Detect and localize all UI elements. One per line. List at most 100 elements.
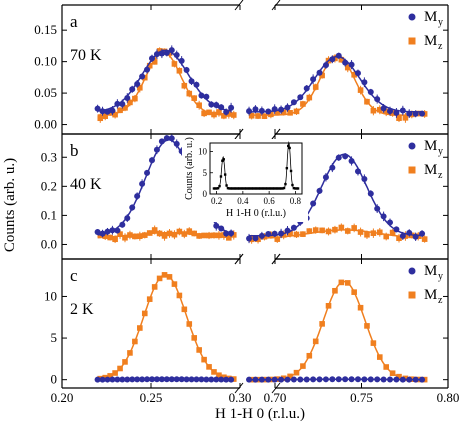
data-point [290,224,297,231]
data-point [348,376,355,383]
data-point [94,229,101,236]
data-point [284,227,291,234]
data-point [402,115,409,121]
data-point [178,57,185,64]
data-point [338,224,345,231]
data-point [186,321,193,327]
inset-data-point [215,187,218,190]
data-point [181,82,188,89]
data-point [109,227,116,234]
x-axis: 0.20 0.25 0.30 0.70 0.75 0.80 [51,390,460,405]
data-point [306,352,313,359]
data-point [156,275,163,282]
data-point [290,376,297,383]
data-point [393,109,400,116]
inset-data-point [256,187,259,190]
data-point [94,105,101,112]
inset-data-point [221,159,224,162]
data-point [173,51,180,58]
panel-letter: b [70,141,79,160]
data-point [129,86,136,93]
inset-data-point [233,187,237,190]
inset-data-point [214,187,217,190]
data-point [176,228,183,235]
data-point [258,232,265,239]
data-point [268,111,274,118]
data-point [380,376,387,383]
data-point [399,107,406,114]
x-tick-label: 0.20 [51,390,74,405]
data-point [201,232,207,239]
data-point [119,376,126,383]
inset-data-point [289,169,293,173]
data-point [329,56,336,63]
data-point [271,230,278,237]
x-tick-label: 0.70 [264,390,287,405]
data-point [357,304,364,311]
data-point [387,108,394,115]
data-point [99,108,106,115]
data-point [213,376,220,383]
data-point [255,113,261,119]
data-point [396,235,402,241]
inset-data-point [250,187,253,190]
inset-data-point [243,187,246,190]
data-point [151,284,158,290]
series-Mz [97,272,428,383]
inset-data-point [261,187,265,190]
axis-break-mark [234,382,244,394]
y-tick-label: 0.00 [34,117,57,132]
data-point [148,55,155,62]
inset-data-point [222,158,225,161]
inset-data-point [264,187,268,190]
inset-data-point [273,187,276,190]
data-point [139,73,146,80]
inset-data-point [230,187,234,190]
legend-marker-mz [408,166,416,174]
inset-data-point [247,187,251,190]
data-point [252,235,259,242]
data-point [206,364,212,370]
data-point [280,109,287,116]
data-point [258,107,265,114]
data-point [412,376,419,383]
data-point [354,168,361,175]
data-point [348,61,355,68]
data-point [137,233,143,240]
data-point [312,338,319,345]
data-point [191,95,198,101]
inset-data-point [236,187,239,190]
data-point [258,376,265,383]
data-point [230,232,237,238]
panel-b: 0.0 0.1 0.2 0.3 b 40 K M yM z [41,128,449,265]
data-point [351,289,357,295]
data-point [171,281,178,287]
data-point [171,61,178,67]
inset-data-point [291,183,294,187]
data-point [213,102,220,109]
inset-data-point [268,187,272,190]
data-point [223,108,230,115]
inset-data-point [212,187,216,190]
data-point [221,374,227,381]
data-point [203,93,210,100]
data-point [312,227,319,233]
x-tick-label: 0.25 [140,390,163,405]
data-point [316,69,323,76]
inset-data-point [244,187,248,190]
data-point [290,99,297,106]
data-point [228,230,235,237]
data-point [218,225,225,232]
inset-data-point [277,187,280,190]
legend-sub-my: y [438,17,443,28]
data-point [112,111,118,118]
inset-data-point [223,173,227,176]
data-point [216,232,222,239]
legend-marker-my [408,267,416,275]
inset-data-point [242,187,245,190]
data-point [354,376,361,383]
data-point [208,376,215,383]
data-point [287,110,293,116]
data-point [156,230,163,237]
data-point [376,106,383,113]
